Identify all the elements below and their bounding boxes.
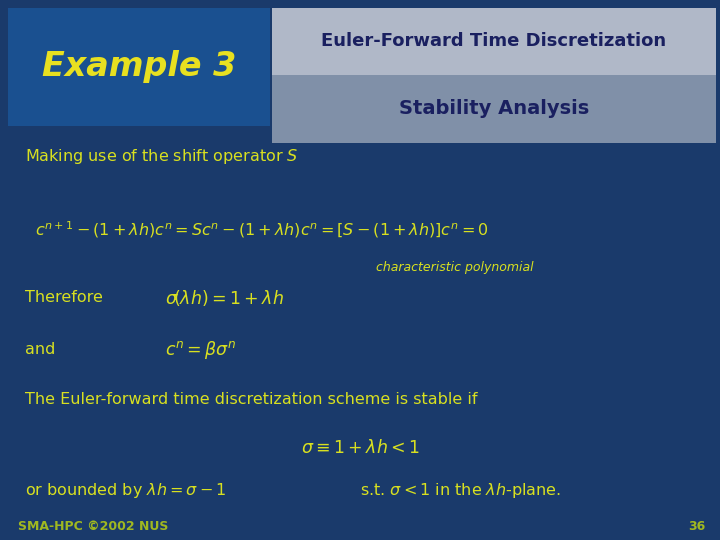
Text: $\sigma \equiv 1 + \lambda h < 1$: $\sigma \equiv 1 + \lambda h < 1$ bbox=[301, 439, 419, 457]
Text: Therefore: Therefore bbox=[25, 291, 103, 306]
Text: SMA-HPC ©2002 NUS: SMA-HPC ©2002 NUS bbox=[18, 521, 168, 534]
Text: $c^n = \beta\sigma^n$: $c^n = \beta\sigma^n$ bbox=[165, 339, 237, 361]
Text: characteristic polynomial: characteristic polynomial bbox=[376, 261, 534, 274]
Text: $c^{n+1} - \left(1+\lambda h\right)c^n = Sc^n - \left(1+\lambda h\right)c^n = \l: $c^{n+1} - \left(1+\lambda h\right)c^n =… bbox=[35, 220, 489, 240]
Text: 36: 36 bbox=[688, 521, 705, 534]
Text: or bounded by $\lambda h = \sigma - 1$: or bounded by $\lambda h = \sigma - 1$ bbox=[25, 481, 226, 500]
Text: $\sigma\!\left(\lambda h\right) = 1+\lambda h$: $\sigma\!\left(\lambda h\right) = 1+\lam… bbox=[165, 288, 284, 308]
Text: s.t. $\sigma < 1$ in the $\lambda h$-plane.: s.t. $\sigma < 1$ in the $\lambda h$-pla… bbox=[360, 481, 561, 500]
FancyBboxPatch shape bbox=[272, 8, 716, 75]
Text: Stability Analysis: Stability Analysis bbox=[399, 99, 589, 118]
FancyBboxPatch shape bbox=[272, 75, 716, 143]
FancyBboxPatch shape bbox=[8, 8, 270, 126]
Text: and: and bbox=[25, 342, 55, 357]
Text: Example 3: Example 3 bbox=[42, 51, 236, 84]
Text: The Euler-forward time discretization scheme is stable if: The Euler-forward time discretization sc… bbox=[25, 393, 477, 408]
Text: Making use of the shift operator $S$: Making use of the shift operator $S$ bbox=[25, 147, 298, 166]
Text: Euler-Forward Time Discretization: Euler-Forward Time Discretization bbox=[321, 32, 667, 51]
